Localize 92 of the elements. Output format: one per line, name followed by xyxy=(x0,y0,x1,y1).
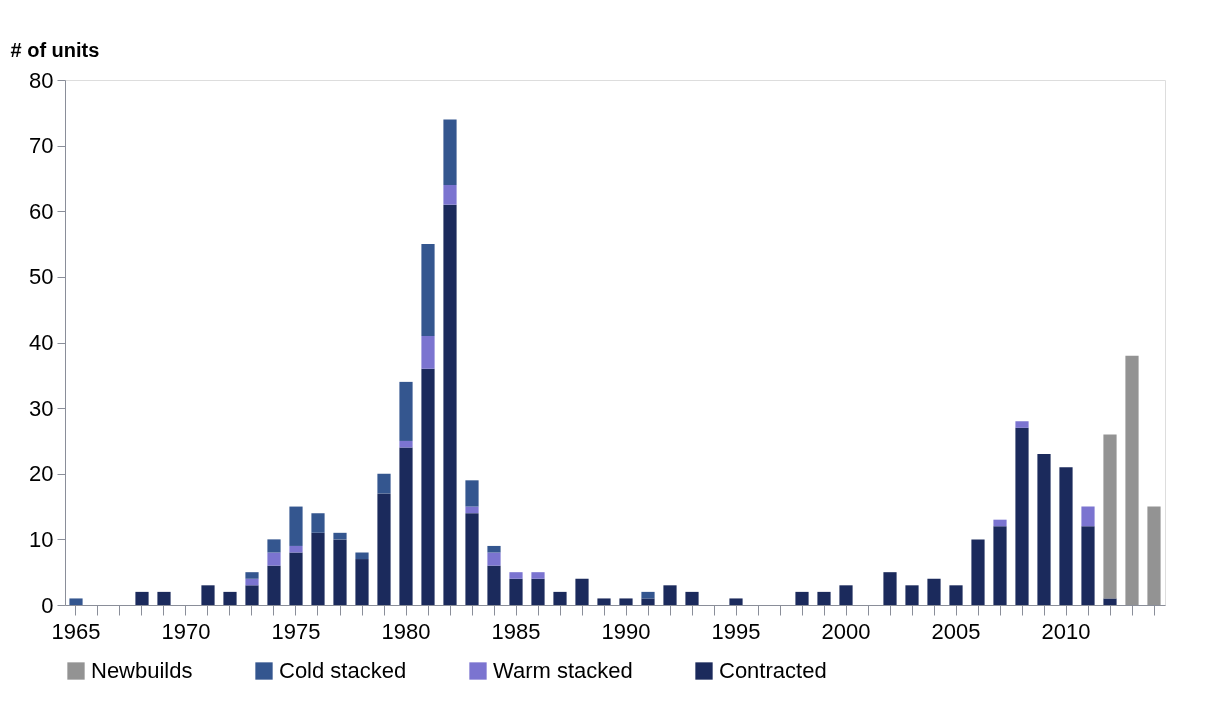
bar xyxy=(443,204,457,605)
bar xyxy=(223,591,237,605)
bar xyxy=(663,585,677,605)
bar xyxy=(685,591,699,605)
bar xyxy=(355,559,369,605)
bar xyxy=(465,480,479,507)
bar xyxy=(487,565,501,605)
x-tick-label: 1975 xyxy=(271,618,321,644)
bar xyxy=(465,513,479,605)
bar xyxy=(465,506,479,514)
legend-label: Cold stacked xyxy=(279,658,407,683)
bar xyxy=(487,545,501,553)
bar xyxy=(531,578,545,605)
bar xyxy=(311,513,325,533)
bar xyxy=(575,578,589,605)
bar xyxy=(267,552,281,566)
bar xyxy=(399,447,413,605)
bar xyxy=(355,552,369,560)
legend-label: Warm stacked xyxy=(493,658,633,683)
bar xyxy=(1103,598,1117,605)
bar xyxy=(905,585,919,605)
bar xyxy=(795,591,809,605)
bar xyxy=(1015,421,1029,428)
bar xyxy=(993,519,1007,527)
bar xyxy=(69,598,83,605)
bar xyxy=(509,578,523,605)
bar xyxy=(267,539,281,553)
bar xyxy=(1081,526,1095,605)
bar xyxy=(1015,427,1029,605)
y-tick-label: 10 xyxy=(29,526,54,552)
bar xyxy=(993,526,1007,605)
bar xyxy=(135,591,149,605)
bar xyxy=(641,591,655,599)
bar xyxy=(817,591,831,605)
y-tick-label: 80 xyxy=(29,67,54,93)
bar xyxy=(157,591,171,605)
bar xyxy=(1081,506,1095,527)
bar xyxy=(399,440,413,448)
legend-label: Newbuilds xyxy=(91,658,193,683)
bar xyxy=(971,539,985,605)
bar xyxy=(531,572,545,579)
bar xyxy=(201,585,215,605)
y-tick-label: 20 xyxy=(29,461,54,487)
bar xyxy=(1103,434,1117,599)
y-tick-label: 70 xyxy=(29,133,54,159)
bar xyxy=(421,335,435,369)
bar xyxy=(597,598,611,605)
y-tick-label: 0 xyxy=(41,592,54,618)
y-axis-title: # of units xyxy=(10,38,100,61)
bar xyxy=(443,119,457,185)
bar xyxy=(289,506,303,546)
bar xyxy=(399,381,413,441)
bar xyxy=(333,532,347,540)
y-tick-label: 40 xyxy=(29,330,54,355)
bar xyxy=(245,578,259,586)
bar xyxy=(421,368,435,605)
bar xyxy=(1037,454,1051,605)
bar xyxy=(619,598,633,605)
x-tick-label: 1985 xyxy=(491,618,541,644)
bar xyxy=(289,545,303,553)
bar xyxy=(1059,467,1073,605)
bar xyxy=(487,552,501,566)
bar xyxy=(267,565,281,605)
x-tick-label: 1995 xyxy=(711,618,761,644)
bar xyxy=(245,585,259,605)
bar xyxy=(311,532,325,605)
x-tick-label: 2005 xyxy=(931,618,981,644)
bar xyxy=(949,585,963,605)
bar xyxy=(289,552,303,605)
bar xyxy=(245,572,259,579)
x-tick-label: 1990 xyxy=(601,618,651,644)
y-tick-label: 30 xyxy=(29,395,54,421)
bar xyxy=(377,493,391,605)
bar xyxy=(333,539,347,605)
x-tick-label: 1970 xyxy=(161,618,211,644)
bar xyxy=(377,473,391,494)
x-tick-label: 1980 xyxy=(381,618,431,644)
bar xyxy=(553,591,567,605)
bar xyxy=(883,572,897,605)
bar xyxy=(927,578,941,605)
bar xyxy=(443,185,457,205)
bar xyxy=(421,244,435,336)
bar xyxy=(729,598,743,605)
y-tick-label: 50 xyxy=(29,264,54,290)
bar xyxy=(839,585,853,605)
bar xyxy=(509,572,523,579)
x-tick-label: 2010 xyxy=(1041,618,1091,644)
x-tick-label: 1965 xyxy=(51,618,101,644)
legend-label: Contracted xyxy=(719,658,827,683)
bar xyxy=(641,598,655,605)
x-tick-label: 2000 xyxy=(821,618,871,644)
y-tick-label: 60 xyxy=(29,198,54,224)
